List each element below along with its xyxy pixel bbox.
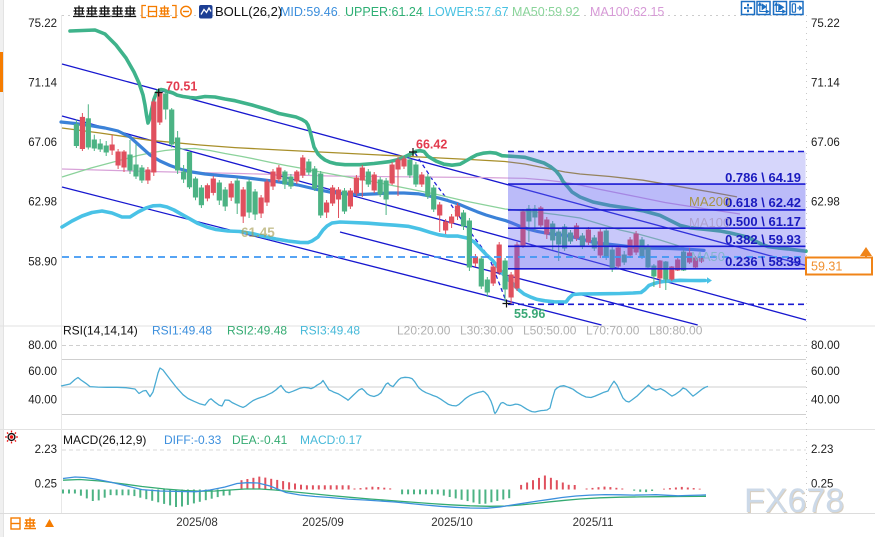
svg-text:62.98: 62.98 (811, 197, 840, 209)
svg-text:66.42: 66.42 (416, 138, 447, 152)
svg-text:MID:59.46: MID:59.46 (280, 5, 338, 19)
svg-text:67.06: 67.06 (28, 137, 57, 149)
svg-text:0.786 \ 64.19: 0.786 \ 64.19 (725, 170, 801, 185)
svg-text:RSI2:49.48: RSI2:49.48 (227, 324, 287, 338)
svg-text:L70:70.00: L70:70.00 (586, 324, 640, 338)
svg-text:0.236 \ 58.39: 0.236 \ 58.39 (725, 254, 801, 269)
svg-text:2.23: 2.23 (811, 444, 833, 456)
svg-text:75.22: 75.22 (811, 18, 840, 30)
svg-text:2.23: 2.23 (35, 444, 57, 456)
svg-text:71.14: 71.14 (811, 78, 840, 90)
svg-text:62.98: 62.98 (28, 197, 57, 209)
svg-text:71.14: 71.14 (28, 78, 57, 90)
svg-text:DIFF:-0.33: DIFF:-0.33 (164, 433, 222, 447)
svg-text:60.00: 60.00 (28, 366, 57, 378)
svg-text:2025/10: 2025/10 (431, 517, 473, 529)
svg-text:MA50: MA50 (691, 249, 725, 264)
svg-text:MA200: MA200 (689, 194, 730, 209)
svg-text:DEA:-0.41: DEA:-0.41 (232, 433, 288, 447)
svg-text:L50:50.00: L50:50.00 (523, 324, 577, 338)
svg-text:MA100: MA100 (689, 215, 730, 230)
svg-text:40.00: 40.00 (811, 395, 840, 407)
svg-text:58.90: 58.90 (28, 256, 57, 268)
svg-text:MACD(26,12,9): MACD(26,12,9) (63, 433, 146, 447)
svg-text:0.382 \ 59.93: 0.382 \ 59.93 (725, 232, 801, 247)
svg-text:MA50:59.92: MA50:59.92 (512, 5, 579, 19)
svg-text:0.500 \ 61.17: 0.500 \ 61.17 (725, 214, 801, 229)
svg-text:55.96: 55.96 (514, 307, 545, 321)
svg-text:RSI3:49.48: RSI3:49.48 (300, 324, 360, 338)
svg-text:67.06: 67.06 (811, 137, 840, 149)
svg-text:2025/11: 2025/11 (573, 517, 614, 529)
svg-text:L80:80.00: L80:80.00 (649, 324, 703, 338)
svg-text:2025/08: 2025/08 (176, 517, 218, 529)
svg-text:FX678: FX678 (744, 482, 844, 520)
svg-text:61.45: 61.45 (241, 225, 275, 240)
svg-text:LOWER:57.67: LOWER:57.67 (428, 5, 509, 19)
svg-text:75.22: 75.22 (28, 18, 57, 30)
svg-text:40.00: 40.00 (28, 395, 57, 407)
svg-text:0.25: 0.25 (811, 479, 833, 491)
svg-text:MACD:0.17: MACD:0.17 (300, 433, 362, 447)
svg-text:59.31: 59.31 (811, 260, 842, 274)
svg-text:BOLL(26,2): BOLL(26,2) (215, 4, 282, 19)
svg-text:L30:30.00: L30:30.00 (460, 324, 514, 338)
svg-text:60.00: 60.00 (811, 366, 840, 378)
svg-text:RSI1:49.48: RSI1:49.48 (152, 324, 212, 338)
svg-text:0.25: 0.25 (35, 479, 57, 491)
svg-text:2025/09: 2025/09 (302, 517, 344, 529)
svg-text:UPPER:61.24: UPPER:61.24 (345, 5, 423, 19)
svg-text:RSI(14,14,14): RSI(14,14,14) (63, 324, 138, 338)
svg-text:MA100:62.15: MA100:62.15 (590, 5, 664, 19)
svg-text:0.618 \ 62.42: 0.618 \ 62.42 (725, 195, 801, 210)
svg-text:80.00: 80.00 (28, 340, 57, 352)
svg-text:80.00: 80.00 (811, 340, 840, 352)
svg-text:L20:20.00: L20:20.00 (397, 324, 451, 338)
svg-text:70.51: 70.51 (166, 80, 197, 94)
